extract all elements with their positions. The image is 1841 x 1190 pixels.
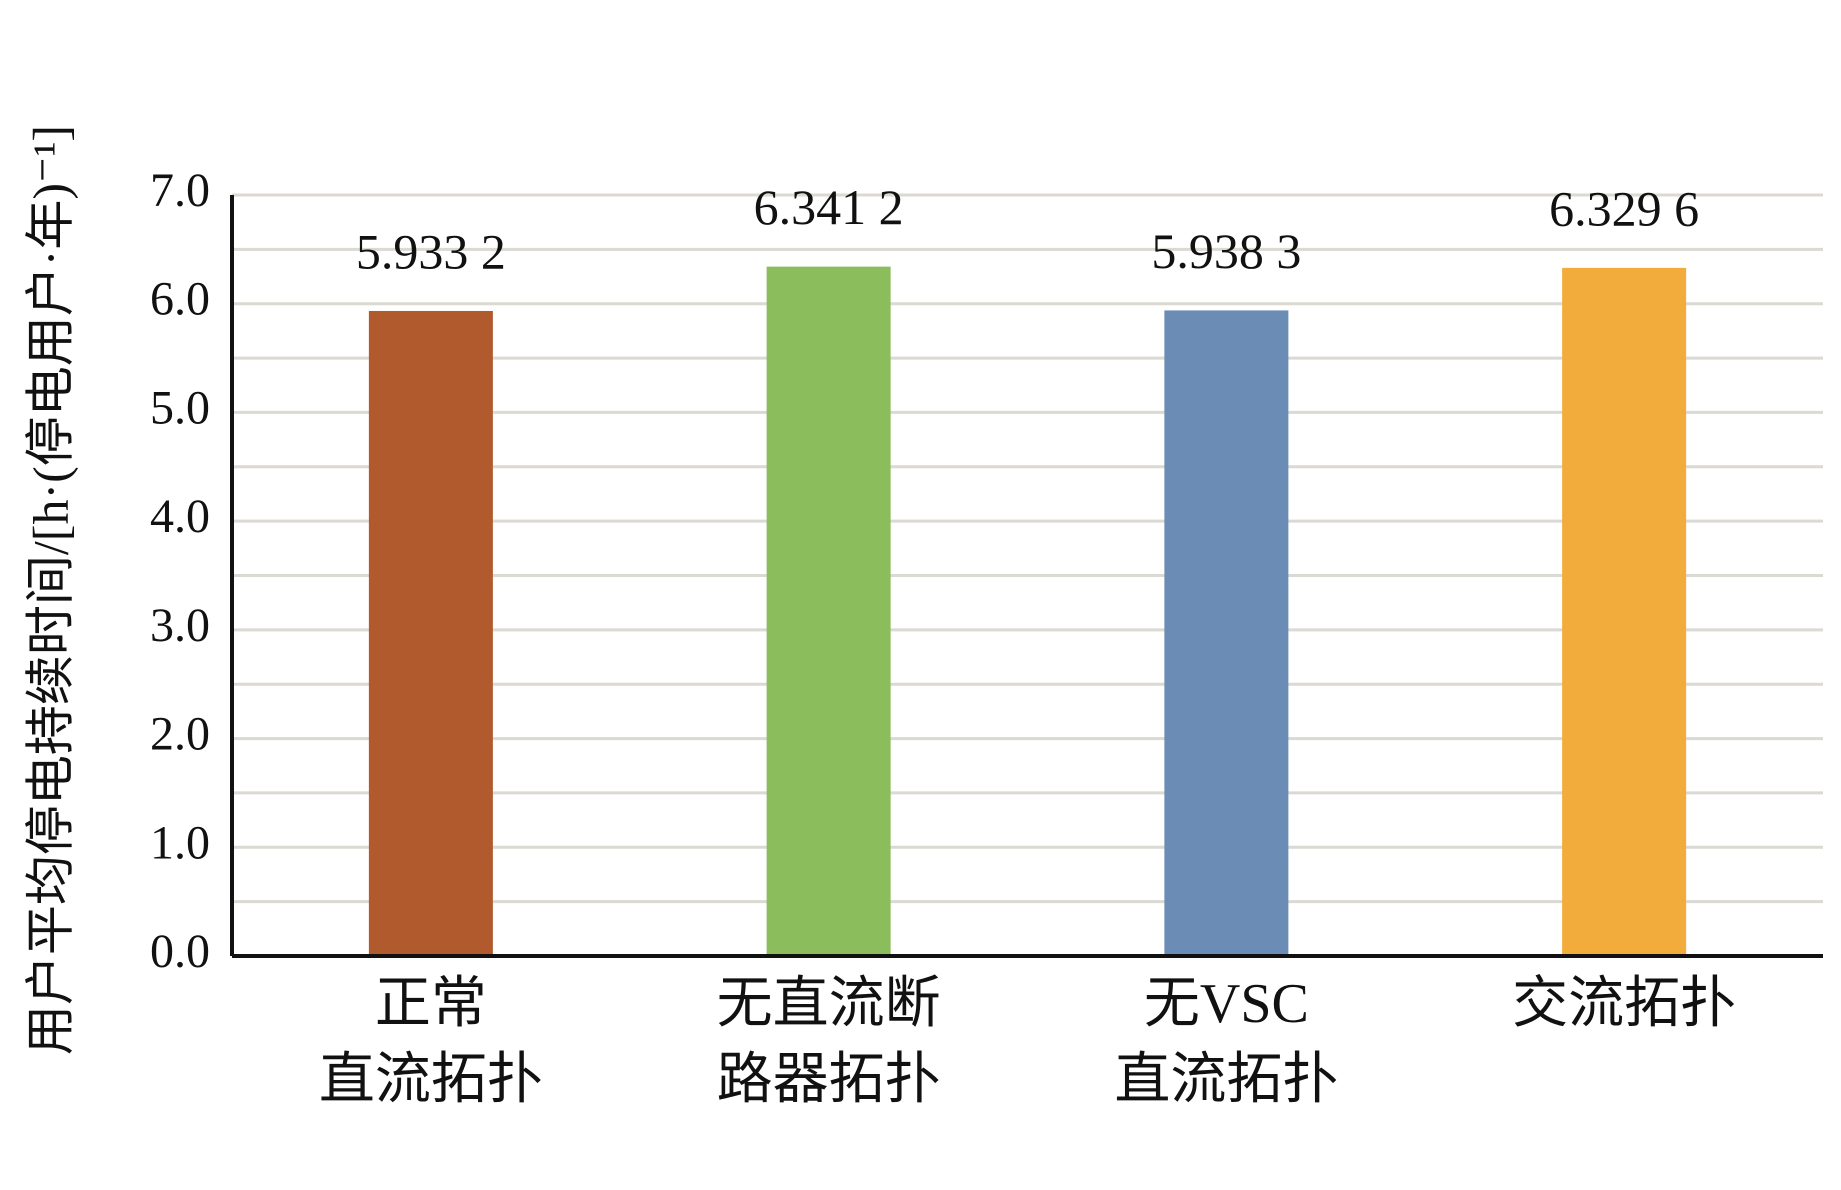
bar bbox=[1562, 267, 1687, 956]
y-tick-label: 5.0 bbox=[150, 381, 210, 434]
y-tick-label: 0.0 bbox=[150, 925, 210, 978]
y-axis-label: 用户平均停电持续时间/[h·(停电用户·年)⁻¹] bbox=[22, 125, 78, 1055]
x-tick-label: 无直流断 路器拓扑 bbox=[716, 973, 941, 1111]
value-label: 5.933 2 bbox=[356, 223, 506, 279]
y-tick-label: 3.0 bbox=[150, 599, 210, 652]
bar bbox=[1164, 310, 1289, 956]
bar bbox=[368, 310, 493, 956]
x-tick-label: 无VSC 直流拓扑 bbox=[1114, 973, 1339, 1111]
y-tick-label: 2.0 bbox=[150, 708, 210, 761]
bar bbox=[766, 266, 891, 956]
y-tick-label: 4.0 bbox=[150, 490, 210, 543]
y-tick-label: 6.0 bbox=[150, 273, 210, 326]
value-label: 5.938 3 bbox=[1151, 223, 1301, 279]
x-tick-label: 正常 直流拓扑 bbox=[318, 973, 543, 1111]
y-tick-label: 7.0 bbox=[150, 164, 210, 217]
x-tick-label: 交流拓扑 bbox=[1512, 973, 1737, 1035]
y-tick-label: 1.0 bbox=[150, 816, 210, 869]
value-label: 6.329 6 bbox=[1549, 180, 1699, 236]
value-label: 6.341 2 bbox=[754, 179, 904, 235]
